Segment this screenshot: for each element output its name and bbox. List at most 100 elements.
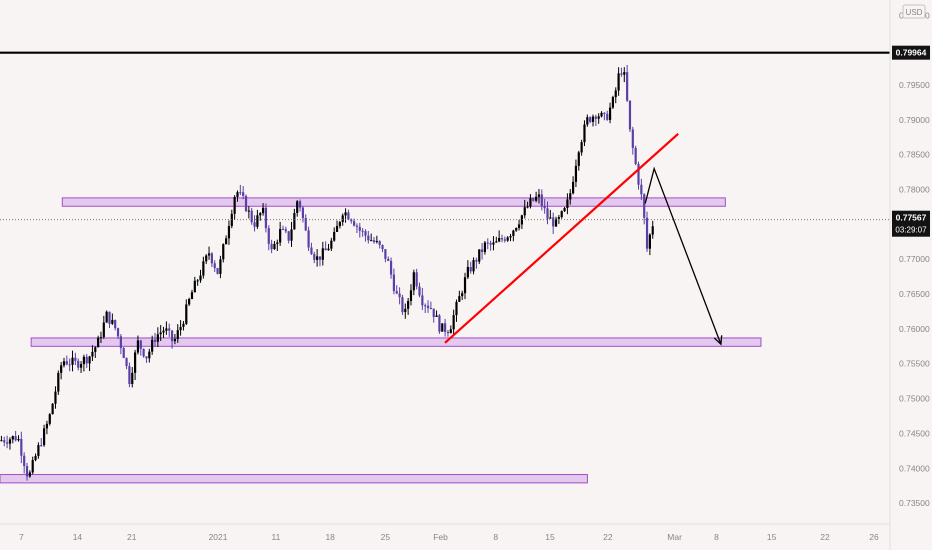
candle-body xyxy=(628,100,632,130)
candle-body xyxy=(466,266,469,278)
candle-body xyxy=(347,212,350,220)
currency-button[interactable]: USD xyxy=(902,4,926,19)
y-tick-label: 0.75000 xyxy=(899,394,930,404)
candle-body xyxy=(591,116,595,122)
candle-body xyxy=(159,332,162,335)
candle-body xyxy=(62,361,66,366)
candle-body xyxy=(284,229,287,232)
candle-body xyxy=(418,286,421,296)
candle-body xyxy=(3,440,6,443)
candle-body xyxy=(401,297,404,313)
candle-body xyxy=(640,184,643,195)
candle-body xyxy=(338,221,341,227)
candle-body xyxy=(523,207,526,216)
candle-body xyxy=(279,228,282,243)
candle-body xyxy=(327,248,330,251)
candle-body xyxy=(307,230,310,248)
candle-body xyxy=(569,193,572,200)
candle-body xyxy=(298,201,302,208)
y-tick-label: 0.79500 xyxy=(899,80,930,90)
candle-body xyxy=(645,217,649,249)
time-axis[interactable]: 7 14 21 2021 11 18 25 Feb 8 15 22 Mar 8 15 22 26 xyxy=(19,532,879,542)
candle-body xyxy=(509,236,512,238)
x-tick-label: 7 xyxy=(19,532,24,542)
candle-body xyxy=(438,315,441,332)
candle-body xyxy=(324,248,327,251)
candle-body xyxy=(239,192,242,194)
x-tick-label: 8 xyxy=(493,532,498,542)
candle-body xyxy=(23,455,26,467)
price-axis[interactable]: 0.805000.800000.795000.790000.785000.780… xyxy=(899,10,930,508)
candle-body xyxy=(517,224,521,228)
candle-body xyxy=(512,230,515,237)
candle-body xyxy=(381,244,384,250)
candle-body xyxy=(207,253,211,256)
candle-body xyxy=(600,112,603,117)
candle-body xyxy=(133,352,137,373)
candle-body xyxy=(199,275,202,281)
candle-body xyxy=(580,142,583,153)
candle-body xyxy=(364,231,367,236)
candle-body xyxy=(634,147,637,165)
candle-body xyxy=(116,328,120,337)
candle-body xyxy=(91,351,94,357)
candle-body xyxy=(0,440,3,442)
candle-body xyxy=(182,323,185,327)
candle-body xyxy=(225,238,228,245)
candle-body xyxy=(384,249,387,259)
x-tick-label: Feb xyxy=(433,532,448,542)
candle-body xyxy=(165,328,168,331)
candle-body xyxy=(34,456,37,461)
y-tick-label: 0.75500 xyxy=(899,359,930,369)
candle-body xyxy=(435,315,438,317)
candle-body xyxy=(463,277,467,294)
annotations-layer xyxy=(0,51,890,346)
candles-layer xyxy=(0,64,654,481)
candle-body xyxy=(287,231,290,241)
candle-body xyxy=(40,445,43,447)
candle-body xyxy=(549,217,552,219)
candle-body xyxy=(608,107,612,120)
candle-body xyxy=(421,295,424,306)
candle-body xyxy=(99,337,103,339)
candle-body xyxy=(387,258,390,261)
candle-body xyxy=(313,254,316,260)
candle-body xyxy=(557,217,560,219)
candle-body xyxy=(583,124,586,143)
candle-body xyxy=(97,337,100,348)
candle-body xyxy=(506,237,509,241)
candle-body xyxy=(367,235,370,241)
candle-body xyxy=(472,259,475,272)
y-tick-label: 0.73500 xyxy=(899,498,930,508)
candle-body xyxy=(389,260,393,275)
candle-body xyxy=(20,438,23,456)
x-tick-label: 22 xyxy=(820,532,830,542)
candle-body xyxy=(648,234,651,249)
zones-layer xyxy=(0,197,762,484)
candle-body xyxy=(606,113,609,120)
candle-body xyxy=(28,472,31,477)
candle-body xyxy=(156,334,159,342)
candle-body xyxy=(293,212,296,230)
candle-body xyxy=(620,73,623,75)
candle-body xyxy=(25,466,29,477)
candle-body xyxy=(301,207,304,219)
candle-body xyxy=(276,242,279,244)
candle-body xyxy=(37,445,40,457)
candle-body xyxy=(145,356,148,359)
candle-body xyxy=(196,280,199,282)
candle-body xyxy=(623,72,626,75)
candle-body xyxy=(424,305,427,307)
candle-body xyxy=(335,226,339,232)
candle-body xyxy=(554,218,558,227)
candle-body xyxy=(483,242,487,252)
candle-body xyxy=(415,272,418,287)
candle-body xyxy=(65,361,68,365)
candle-body xyxy=(537,194,541,197)
x-tick-label: 15 xyxy=(767,532,777,542)
candle-body xyxy=(125,358,128,367)
candle-body xyxy=(503,239,506,241)
candle-body xyxy=(586,117,589,125)
candle-body xyxy=(45,423,49,429)
